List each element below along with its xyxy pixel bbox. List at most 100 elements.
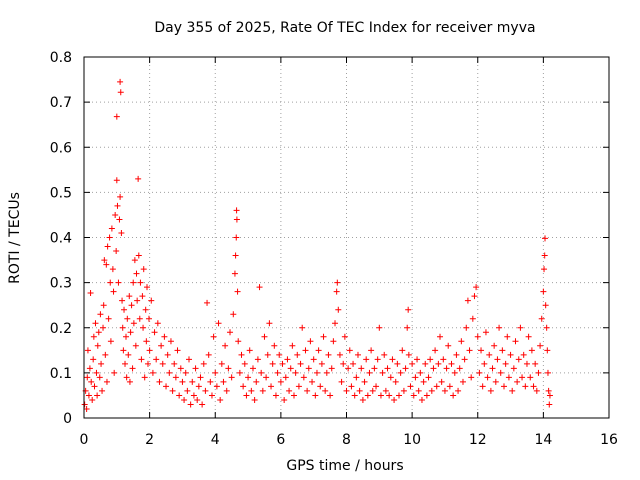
data-point: [195, 383, 202, 390]
data-point: [113, 248, 120, 255]
data-point: [392, 378, 399, 385]
data-point: [131, 257, 138, 264]
data-point: [332, 320, 339, 327]
data-point: [127, 329, 134, 336]
data-point: [245, 374, 252, 381]
data-point: [238, 351, 245, 358]
data-point: [117, 78, 124, 85]
data-point: [137, 279, 144, 286]
data-point: [455, 387, 462, 394]
data-point: [254, 356, 261, 363]
data-point: [189, 378, 196, 385]
data-point: [248, 387, 255, 394]
data-point: [143, 338, 150, 345]
data-point: [205, 351, 212, 358]
data-point: [432, 347, 439, 354]
data-point: [515, 356, 522, 363]
data-point: [379, 369, 386, 376]
data-point: [294, 351, 301, 358]
data-point: [103, 261, 110, 268]
data-point: [100, 302, 107, 309]
data-point: [433, 383, 440, 390]
data-point: [295, 383, 302, 390]
data-point: [358, 365, 365, 372]
data-point: [304, 387, 311, 394]
data-point: [445, 342, 452, 349]
data-point: [443, 365, 450, 372]
data-point: [361, 378, 368, 385]
data-point: [177, 365, 184, 372]
data-point: [466, 347, 473, 354]
data-point: [543, 324, 550, 331]
data-point: [348, 383, 355, 390]
data-point: [121, 306, 128, 313]
data-point: [96, 374, 103, 381]
data-point: [507, 351, 514, 358]
data-point: [382, 387, 389, 394]
data-point: [369, 387, 376, 394]
data-point: [461, 356, 468, 363]
data-point: [114, 202, 121, 209]
data-point: [204, 299, 211, 306]
data-point: [84, 347, 91, 354]
data-point: [241, 360, 248, 367]
data-point: [399, 347, 406, 354]
data-point: [134, 297, 141, 304]
data-point: [154, 320, 161, 327]
data-point: [441, 387, 448, 394]
data-point: [430, 365, 437, 372]
y-tick-label: 0.4: [50, 231, 72, 247]
data-point: [108, 225, 115, 232]
data-point: [271, 342, 278, 349]
data-point: [437, 333, 444, 340]
data-point: [320, 333, 327, 340]
data-point: [537, 342, 544, 349]
data-point: [141, 374, 148, 381]
data-point: [259, 387, 266, 394]
data-point: [514, 378, 521, 385]
data-point: [546, 401, 553, 408]
data-point: [517, 324, 524, 331]
data-point: [103, 378, 110, 385]
data-point: [535, 369, 542, 376]
data-point: [223, 387, 230, 394]
data-point: [231, 270, 238, 277]
data-point: [253, 378, 260, 385]
data-point: [194, 396, 201, 403]
data-point: [107, 279, 114, 286]
data-point: [307, 338, 314, 345]
data-point: [213, 383, 220, 390]
data-point: [418, 396, 425, 403]
data-point: [146, 347, 153, 354]
data-point: [90, 333, 97, 340]
data-point: [328, 365, 335, 372]
data-point: [407, 383, 414, 390]
data-point: [148, 297, 155, 304]
data-point: [404, 324, 411, 331]
data-point: [340, 360, 347, 367]
data-point: [246, 347, 253, 354]
data-point: [541, 266, 548, 273]
data-point: [468, 374, 475, 381]
data-point: [117, 193, 124, 200]
data-point: [363, 356, 370, 363]
data-point: [159, 360, 166, 367]
data-point: [364, 392, 371, 399]
data-point: [522, 383, 529, 390]
data-point: [312, 392, 319, 399]
data-point: [101, 257, 108, 264]
data-point: [325, 351, 332, 358]
data-point: [544, 347, 551, 354]
data-point: [138, 356, 145, 363]
data-point: [212, 369, 219, 376]
data-point: [94, 392, 101, 399]
data-point: [161, 333, 168, 340]
data-point: [274, 369, 281, 376]
data-point: [410, 392, 417, 399]
data-point: [425, 374, 432, 381]
data-point: [415, 387, 422, 394]
data-point: [136, 315, 143, 322]
data-point: [85, 392, 92, 399]
y-tick-label: 0.8: [50, 50, 72, 66]
